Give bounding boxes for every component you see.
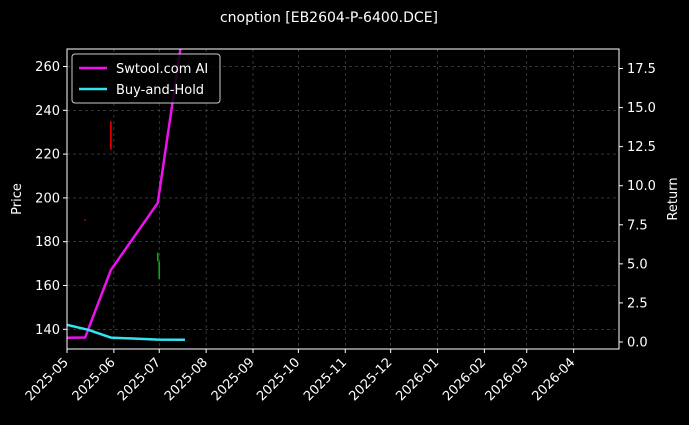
y-tick-label-right: 2.5 xyxy=(627,296,648,311)
legend: Swtool.com AI Buy-and-Hold xyxy=(71,53,221,104)
price-candle-1 xyxy=(110,121,112,150)
y-tick-label-left: 180 xyxy=(35,235,60,250)
y-tick-label-left: 140 xyxy=(35,323,60,338)
y-tick-label-right: 17.5 xyxy=(627,62,656,77)
candle-layer xyxy=(84,121,161,279)
legend-label-buy-and-hold: Buy-and-Hold xyxy=(116,83,204,98)
plot-frame xyxy=(66,48,620,350)
y-tick-label-left: 160 xyxy=(35,279,60,294)
legend-box xyxy=(71,53,221,104)
y-tick-label-left: 260 xyxy=(35,60,60,75)
y-tick-label-right: 15.0 xyxy=(627,101,656,116)
series-line-swtool xyxy=(67,49,182,339)
right-axis: 0.0 2.5 5.0 7.5 10.0 12.5 15.0 17.5 xyxy=(619,62,656,350)
chart-title: cnoption [EB2604-P-6400.DCE] xyxy=(220,10,438,26)
y-tick-label-left: 240 xyxy=(35,104,60,119)
price-candle-2 xyxy=(156,252,159,262)
y-tick-label-left: 220 xyxy=(35,148,60,163)
y-tick-label-right: 12.5 xyxy=(627,140,656,155)
legend-label-swtool: Swtool.com AI xyxy=(116,62,208,77)
price-candle-3 xyxy=(158,261,161,279)
y-tick-label-right: 5.0 xyxy=(627,257,648,272)
y-axis-label-right: Return xyxy=(666,177,681,220)
y-tick-label-right: 10.0 xyxy=(627,179,656,194)
y-tick-label-left: 200 xyxy=(35,191,60,206)
y-tick-label-right: 0.0 xyxy=(627,335,648,350)
price-candle-0 xyxy=(84,219,86,221)
series-layer xyxy=(67,49,185,342)
y-axis-label-left: Price xyxy=(10,183,25,215)
left-axis: 140 160 180 200 220 240 260 xyxy=(35,60,67,338)
y-tick-label-right: 7.5 xyxy=(627,218,648,233)
series-line-buy-and-hold xyxy=(67,323,185,342)
